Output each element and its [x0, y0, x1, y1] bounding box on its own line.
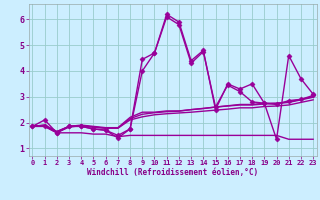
X-axis label: Windchill (Refroidissement éolien,°C): Windchill (Refroidissement éolien,°C) [87, 168, 258, 177]
